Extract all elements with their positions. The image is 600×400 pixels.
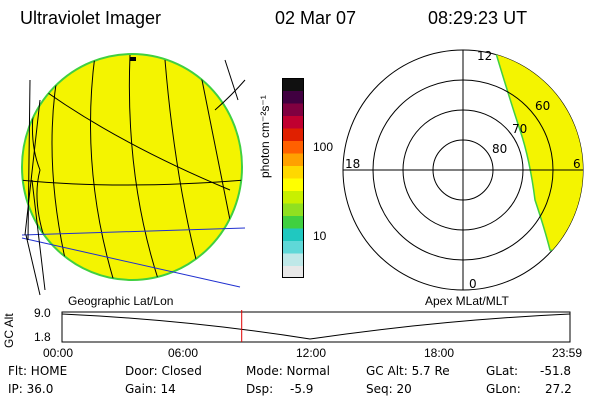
colorbar-segment bbox=[282, 140, 304, 154]
colorbar-segment bbox=[282, 215, 304, 229]
geographic-image-panel bbox=[21, 53, 246, 296]
header-date: 02 Mar 07 bbox=[275, 8, 357, 28]
altitude-plot-frame bbox=[61, 311, 571, 343]
glat-value: -51.8 bbox=[540, 364, 572, 378]
colorbar-tick-10: 10 bbox=[313, 229, 327, 243]
apex-caption: Apex MLat/MLT bbox=[425, 294, 509, 308]
terminator-line bbox=[21, 227, 246, 236]
colorbar-segment bbox=[282, 103, 304, 116]
colorbar-segment bbox=[282, 128, 304, 141]
altitude-min-label: 1.8 bbox=[34, 330, 51, 344]
geographic-caption: Geographic Lat/Lon bbox=[68, 294, 174, 308]
coastline bbox=[214, 59, 246, 111]
coastline bbox=[24, 79, 46, 296]
mlt-label-0: 0 bbox=[469, 277, 477, 291]
lat-label-70: 70 bbox=[512, 122, 527, 136]
instrument-title: Ultraviolet Imager bbox=[20, 8, 162, 28]
lat-label-80: 80 bbox=[492, 142, 507, 156]
colorbar-frame bbox=[282, 78, 304, 278]
colorbar bbox=[282, 78, 304, 278]
glat-label: GLat: bbox=[486, 364, 519, 378]
header-time: 08:29:23 UT bbox=[428, 8, 528, 28]
time-tick: 12:00 bbox=[296, 346, 327, 360]
colorbar-segment bbox=[282, 265, 304, 278]
colorbar-segment bbox=[282, 78, 304, 91]
door-status: Door: Closed bbox=[125, 364, 202, 378]
glon-label: GLon: bbox=[486, 382, 521, 396]
image-marker bbox=[130, 57, 136, 61]
latitude-line bbox=[22, 179, 242, 186]
altitude-plot bbox=[61, 310, 571, 343]
colorbar-segment bbox=[282, 203, 304, 216]
sequence-number: Seq: 20 bbox=[366, 382, 412, 396]
longitude-line bbox=[128, 54, 161, 280]
gc-altitude: GC Alt: 5.7 Re bbox=[366, 364, 450, 378]
colorbar-segment bbox=[282, 90, 304, 104]
colorbar-unit-label: photon cm⁻²s⁻¹ bbox=[258, 95, 272, 178]
flight-status: Flt: HOME bbox=[8, 364, 68, 378]
time-tick: 18:00 bbox=[424, 346, 455, 360]
ip-value: IP: 36.0 bbox=[8, 382, 54, 396]
mode-status: Mode: Normal bbox=[246, 364, 330, 378]
colorbar-segment bbox=[282, 190, 304, 204]
altitude-axis-label: GC Alt bbox=[2, 313, 16, 348]
latitude-line bbox=[29, 79, 231, 191]
mlt-label-12: 12 bbox=[477, 49, 492, 63]
time-tick: 23:59 bbox=[552, 346, 583, 360]
colorbar-segment bbox=[282, 253, 304, 266]
colorbar-segment bbox=[282, 115, 304, 129]
time-tick: 00:00 bbox=[43, 346, 74, 360]
earth-disk bbox=[21, 53, 243, 281]
colorbar-tick-100: 100 bbox=[313, 140, 334, 154]
mlt-label-6: 6 bbox=[573, 157, 581, 171]
gain-value: Gain: 14 bbox=[125, 382, 176, 396]
dsp-label: Dsp: bbox=[246, 382, 274, 396]
altitude-max-label: 9.0 bbox=[34, 306, 51, 320]
time-tick: 06:00 bbox=[168, 346, 199, 360]
colorbar-segment bbox=[282, 240, 304, 254]
colorbar-segment bbox=[282, 228, 304, 241]
polar-mlat-mlt-plot: 12 18 6 0 60 70 80 bbox=[342, 49, 584, 291]
mlt-label-18: 18 bbox=[345, 157, 360, 171]
colorbar-segment bbox=[282, 178, 304, 191]
terminator-line bbox=[21, 237, 241, 288]
colorbar-segment bbox=[282, 165, 304, 179]
longitude-line bbox=[164, 59, 201, 276]
lat-label-60: 60 bbox=[535, 99, 550, 113]
glon-value: 27.2 bbox=[545, 382, 572, 396]
longitude-line bbox=[90, 54, 116, 280]
colorbar-segment bbox=[282, 153, 304, 166]
altitude-curve bbox=[61, 313, 571, 340]
dsp-value: -5.9 bbox=[290, 382, 314, 396]
